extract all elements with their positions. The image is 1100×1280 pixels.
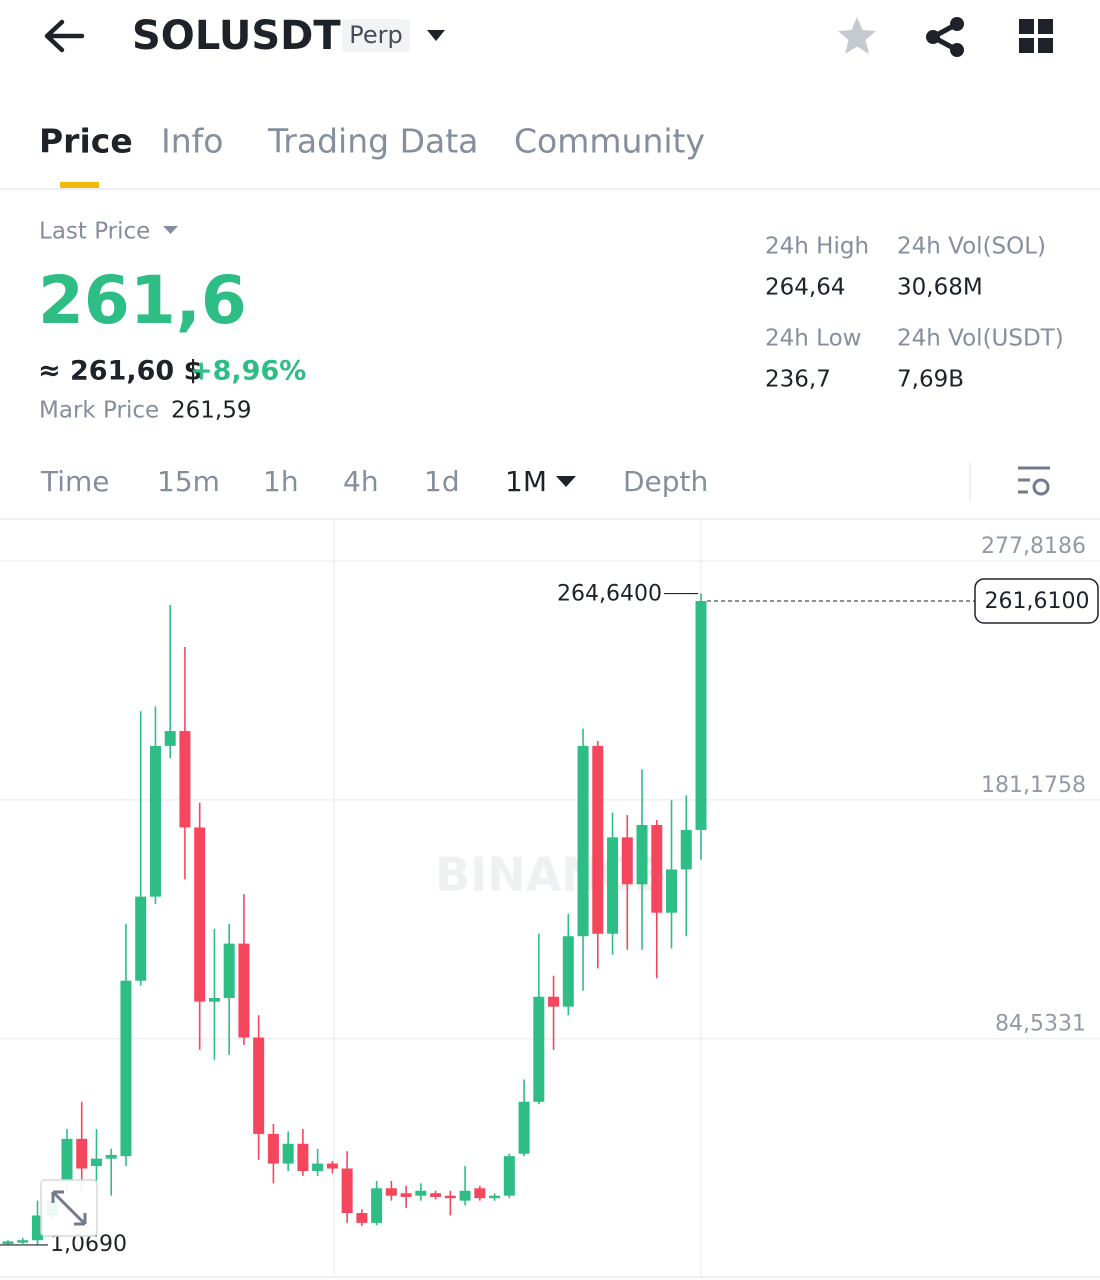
tab[interactable]: Price [39,122,133,161]
high-label: 264,6400 [557,582,662,607]
candle-body [548,996,560,1007]
candle-body [90,1158,102,1167]
candle-body [489,1195,501,1199]
tab[interactable]: Trading Data [267,122,478,161]
stat-value: 30,68M [897,275,983,301]
candle-body [120,980,132,1157]
interval-caret[interactable] [556,476,576,487]
interval[interactable]: 1h [263,465,299,498]
interval[interactable]: 15m [157,465,220,498]
expand-button[interactable] [40,1179,98,1237]
star-icon[interactable] [838,17,876,54]
interval[interactable]: Depth [623,465,708,498]
last-price-label: 261,6100 [985,589,1090,614]
candle-body [238,943,250,1038]
mark-price: 261,59 [171,398,251,424]
candle-body [282,1143,294,1164]
candle-body [636,824,648,885]
interval-active[interactable]: 1M [505,465,547,498]
candle-body [31,1215,43,1241]
last-price-label[interactable]: Last Price [39,219,150,245]
candle-body [430,1193,442,1197]
stat-value: 264,64 [765,275,845,301]
candle-body [562,936,574,1007]
mark-price-label: Mark Price [39,398,159,424]
candle-body [179,731,191,828]
back-icon[interactable] [44,19,85,53]
candle-body [297,1143,309,1171]
candle-body [135,896,147,981]
tab-indicator [60,182,99,188]
candle-body [194,827,206,1002]
candle-body [341,1168,353,1213]
candle-body [400,1193,412,1197]
symbol-title: SOLUSDT [132,13,341,59]
candle-body [223,943,235,998]
candle-body [592,745,604,934]
candle-body [459,1190,471,1201]
tab[interactable]: Community [514,122,705,161]
candle-body [149,745,161,897]
candle-body [105,1154,117,1159]
candle-body [371,1188,383,1223]
perp-badge: Perp [349,21,402,49]
candle-body [164,731,176,746]
last-price-box [974,578,1099,624]
interval[interactable]: Time [40,465,110,498]
stat-value: 236,7 [765,367,831,393]
stat-label: 24h High [765,234,869,260]
candle-body [253,1037,265,1134]
stat-label: 24h Vol(SOL) [897,234,1046,260]
plot: 277,8186181,175884,5331264,64001,0690261… [0,534,1100,1257]
stat-value: 7,69B [897,367,964,393]
candle-body [503,1156,515,1196]
candle-body [208,997,220,1002]
candle-body [76,1138,88,1169]
symbol-caret[interactable] [427,30,445,41]
interval[interactable]: 1d [424,465,460,498]
last-price: 261,6 [38,262,247,339]
candle-body [695,601,707,830]
candle-body [533,996,545,1102]
candle-body [666,869,678,913]
candle-body [415,1190,427,1196]
share-icon[interactable] [926,17,964,57]
candle-body [444,1195,456,1199]
approx-price: ≈ 261,60 $ [38,356,202,387]
candle-body [267,1133,279,1164]
candle-body [680,829,692,870]
chart-settings-icon[interactable] [1018,466,1050,496]
candle-body [326,1163,338,1169]
interval[interactable]: 4h [343,465,379,498]
candle-body [2,1241,14,1244]
stat-label: 24h Vol(USDT) [897,326,1064,352]
candle-body [651,824,663,913]
candle-body [356,1212,368,1223]
candle-body [474,1188,486,1199]
badge-bg [342,19,410,52]
grid-icon[interactable] [1019,19,1053,53]
candle-body [621,837,633,885]
candle-body [607,837,619,934]
y-tick-label: 277,8186 [981,534,1086,559]
tab[interactable]: Info [161,122,223,161]
candle-body [577,745,589,937]
candle-body [385,1188,397,1196]
candle-body [61,1138,73,1181]
candle-body [312,1163,324,1171]
last-price-caret[interactable] [163,226,178,234]
y-tick-label: 84,5331 [995,1012,1086,1037]
candle-body [518,1101,530,1154]
stat-label: 24h Low [765,326,861,352]
candle-body [17,1240,29,1243]
y-tick-label: 181,1758 [981,773,1086,798]
price-change: +8,96% [190,356,306,387]
